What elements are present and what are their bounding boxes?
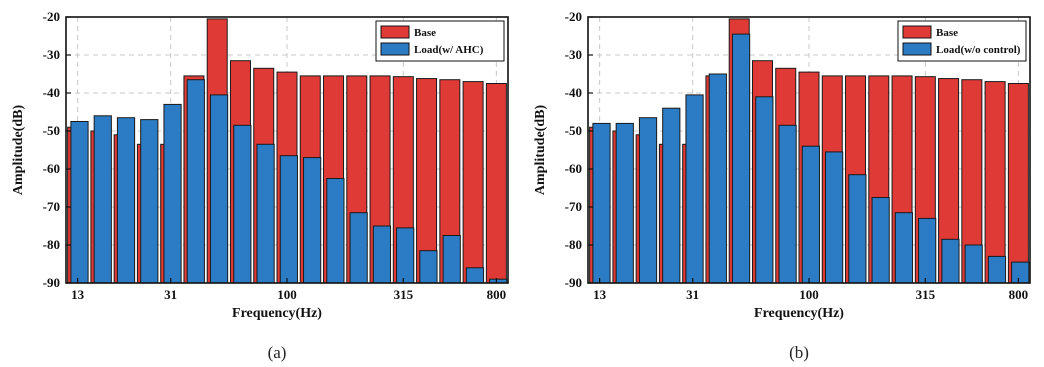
y-tick-label: -80	[565, 237, 582, 252]
bar-load	[825, 151, 844, 284]
x-axis: 13 31 100 315 800	[71, 278, 506, 302]
y-axis-label: Amplitude(dB)	[533, 105, 548, 196]
legend-label: Base	[936, 27, 958, 39]
chart-a-svg: -20 -30 -40 -50 -60 -70 -80 -90 13 31 100 315 800 Fre…	[11, 9, 509, 362]
legend: Base Load(w/ AHC)	[375, 20, 505, 62]
bar-base	[462, 81, 484, 284]
chart-panel-b: -20 -30 -40 -50 -60 -70 -80 -90 13 31 100 315 800 Fre…	[522, 0, 1044, 367]
bar-load	[279, 155, 298, 284]
bar-load	[964, 244, 983, 284]
bar-load	[801, 145, 820, 284]
bar-load	[233, 124, 252, 284]
y-tick-label: -50	[43, 123, 60, 138]
x-axis-label: Frequency(Hz)	[754, 306, 844, 321]
x-tick-label: 315	[394, 287, 414, 302]
y-axis: -20 -30 -40 -50 -60 -70 -80 -90	[43, 9, 71, 290]
bar-load	[731, 33, 751, 284]
bar-load	[848, 174, 867, 284]
legend-label: Base	[414, 27, 436, 39]
legend: Base Load(w/o control)	[897, 20, 1027, 62]
legend-swatch	[380, 25, 410, 39]
chart-b-svg: -20 -30 -40 -50 -60 -70 -80 -90 13 31 100 315 800 Fre…	[533, 9, 1031, 362]
bar-load	[419, 250, 438, 284]
x-tick-label: 800	[487, 287, 507, 302]
bar-load	[116, 117, 136, 284]
y-tick-label: -60	[565, 161, 582, 176]
bar-load	[396, 227, 415, 284]
bar-load	[708, 73, 727, 284]
bar-load	[638, 117, 658, 284]
y-tick-label: -80	[43, 237, 60, 252]
x-tick-label: 100	[799, 287, 819, 302]
bar-load	[1011, 261, 1030, 284]
bar-load	[894, 212, 914, 284]
bar-load	[871, 197, 890, 284]
y-tick-label: -90	[43, 275, 60, 290]
legend-label: Load(w/ AHC)	[414, 44, 484, 56]
x-axis-label: Frequency(Hz)	[232, 306, 322, 321]
x-axis: 13 31 100 315 800	[593, 278, 1028, 302]
bar-load	[755, 96, 774, 284]
x-tick-label: 13	[71, 287, 85, 302]
bar-load	[140, 119, 159, 284]
x-tick-label: 13	[593, 287, 607, 302]
bar-load	[349, 212, 368, 284]
legend-label: Load(w/o control)	[936, 44, 1021, 56]
chart-caption: (a)	[268, 343, 287, 362]
bars	[67, 18, 508, 284]
bar-load	[778, 124, 797, 284]
bars	[589, 18, 1030, 284]
y-axis: -20 -30 -40 -50 -60 -70 -80 -90	[565, 9, 593, 290]
legend-swatch	[380, 42, 410, 56]
bar-load	[662, 107, 681, 284]
legend-swatch	[902, 42, 932, 56]
y-tick-label: -60	[43, 161, 60, 176]
y-tick-label: -30	[43, 47, 60, 62]
x-tick-label: 31	[686, 287, 699, 302]
y-tick-label: -50	[565, 123, 582, 138]
bar-load	[442, 235, 461, 284]
bar-load	[326, 178, 345, 284]
bar-load	[918, 217, 937, 284]
bar-load	[209, 94, 229, 284]
bar-load	[256, 143, 275, 284]
y-tick-label: -40	[565, 85, 582, 100]
x-tick-label: 315	[916, 287, 936, 302]
x-tick-label: 100	[277, 287, 297, 302]
bar-base	[984, 81, 1006, 284]
bar-load	[70, 121, 89, 284]
bar-load	[592, 122, 611, 284]
bar-load	[303, 157, 322, 284]
bar-load	[186, 79, 205, 284]
chart-caption: (b)	[789, 343, 809, 362]
bar-load	[93, 115, 112, 284]
y-tick-label: -40	[43, 85, 60, 100]
y-tick-label: -20	[565, 9, 582, 24]
bar-load	[987, 255, 1007, 284]
y-tick-label: -70	[565, 199, 582, 214]
legend-swatch	[902, 25, 932, 39]
bar-load	[465, 267, 485, 284]
bar-load	[685, 94, 704, 284]
x-tick-label: 800	[1009, 287, 1029, 302]
y-tick-label: -90	[565, 275, 582, 290]
y-tick-label: -70	[43, 199, 60, 214]
bar-load	[941, 238, 960, 284]
chart-panel-a: -20 -30 -40 -50 -60 -70 -80 -90 13 31 100 315 800 Fre…	[11, 9, 509, 362]
y-axis-label: Amplitude(dB)	[11, 105, 26, 196]
bar-load	[163, 103, 182, 284]
bar-base	[485, 83, 507, 284]
x-tick-label: 31	[164, 287, 177, 302]
bar-load	[372, 225, 392, 284]
y-tick-label: -30	[565, 47, 582, 62]
bar-load	[615, 122, 634, 284]
bar-base	[1007, 83, 1029, 284]
y-tick-label: -20	[43, 9, 60, 24]
